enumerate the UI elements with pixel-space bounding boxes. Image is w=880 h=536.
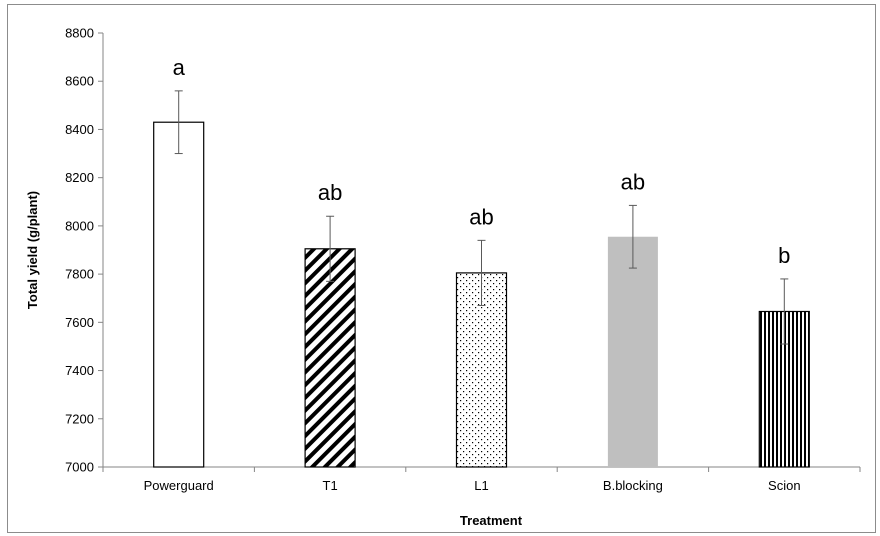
x-axis-title: Treatment — [460, 513, 523, 528]
y-tick-label: 8800 — [65, 26, 94, 41]
x-tick-label: T1 — [323, 478, 338, 493]
y-tick-label: 7600 — [65, 315, 94, 330]
y-axis: 7000 7200 7400 7600 7800 8000 8200 8400 8600 8800 — [65, 26, 104, 475]
y-tick-label: 7400 — [65, 363, 94, 378]
x-tick-label: Powerguard — [144, 478, 214, 493]
y-tick-label: 7200 — [65, 411, 94, 426]
significance-letter: ab — [621, 169, 645, 194]
y-axis-title: Total yield (g/plant) — [25, 191, 40, 309]
y-tick-label: 7000 — [65, 460, 94, 475]
y-tick-label: 8600 — [65, 74, 94, 89]
x-axis: Powerguard T1 L1 B.blocking Scion — [102, 466, 861, 493]
y-tick-label: 7800 — [65, 267, 94, 282]
chart-frame — [7, 4, 876, 533]
y-tick-label: 8400 — [65, 122, 94, 137]
bar-t1 — [304, 248, 356, 468]
x-tick-label: B.blocking — [603, 478, 663, 493]
significance-letter: b — [778, 243, 790, 268]
significance-letter: a — [173, 55, 186, 80]
x-tick-label: L1 — [474, 478, 488, 493]
bar-b-blocking — [607, 236, 658, 467]
y-tick-label: 8200 — [65, 170, 94, 185]
significance-letter: ab — [469, 204, 493, 229]
significance-letter: ab — [318, 180, 342, 205]
significance-labels: a ab ab ab b — [173, 55, 791, 268]
y-tick-label: 8000 — [65, 218, 94, 233]
error-bars — [174, 90, 789, 345]
bar-powerguard — [153, 121, 205, 468]
bars — [153, 121, 810, 468]
x-tick-label: Scion — [768, 478, 801, 493]
